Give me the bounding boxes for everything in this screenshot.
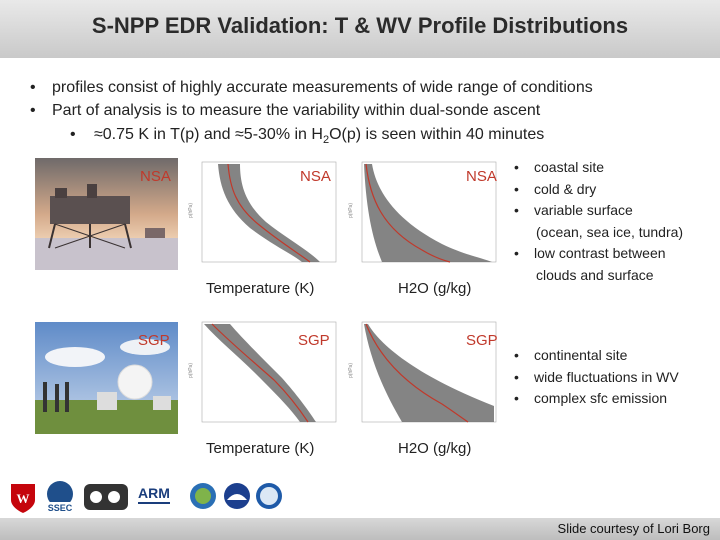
- svg-text:ARM: ARM: [138, 485, 170, 501]
- sub-bullet: • ≈0.75 K in T(p) and ≈5-30% in H2O(p) is…: [70, 126, 544, 146]
- nsa-temperature-plot: p(hPa): [182, 158, 340, 270]
- sub-bullet-text-b: O(p) is seen within 40 minutes: [329, 126, 545, 143]
- nsa-h2o-label: NSA: [466, 168, 497, 185]
- bullet-2: • Part of analysis is to measure the vari…: [30, 102, 540, 120]
- svg-text:p(hPa): p(hPa): [188, 203, 194, 218]
- nsa-note-3-cont: (ocean, sea ice, tundra): [536, 223, 684, 240]
- slide-credit: Slide courtesy of Lori Borg: [557, 521, 710, 536]
- sgp-temperature-plot: p(hPa): [182, 318, 340, 430]
- ipss-logo: [254, 480, 284, 512]
- nsa-note-2: • cold & dry: [514, 180, 597, 197]
- sub-bullet-subscript: 2: [322, 134, 330, 147]
- ssec-logo: SSEC: [40, 480, 80, 513]
- sgp-photo-label: SGP: [138, 332, 170, 349]
- svg-text:p(hPa): p(hPa): [188, 363, 194, 378]
- nsa-note-1: • coastal site: [514, 159, 605, 175]
- bullet-1-text: profiles consist of highly accurate meas…: [52, 79, 593, 96]
- nsa-note-3: • variable surface: [514, 202, 633, 218]
- sgp-h2o-plot: p(hPa): [342, 318, 500, 430]
- nsa-temperature-label: NSA: [300, 168, 331, 185]
- nsa-note-4-cont: clouds and surface: [536, 266, 654, 283]
- cimss-logo: [82, 480, 130, 512]
- nsa-h2o-xlabel: H2O (g/kg): [398, 280, 472, 297]
- sgp-h2o-xlabel: H2O (g/kg): [398, 440, 472, 457]
- nsa-photo-label: NSA: [140, 168, 171, 185]
- sgp-note-1: • continental site: [514, 347, 628, 363]
- sgp-temperature-xlabel: Temperature (K): [206, 440, 315, 457]
- noaa-logo: [222, 480, 252, 512]
- footer-bar: Slide courtesy of Lori Borg: [0, 518, 720, 540]
- bullet-dot-icon: •: [70, 126, 76, 143]
- bullet-dot-icon: •: [30, 79, 36, 96]
- nsa-note-4: • low contrast between: [514, 245, 666, 261]
- sgp-site-photo: [35, 322, 178, 434]
- nsa-notes: • coastal site • cold & dry • variable surf…: [514, 157, 683, 286]
- svg-text:p(hPa): p(hPa): [348, 203, 354, 218]
- bullet-1: • profiles consist of highly accurate mea…: [30, 79, 593, 97]
- nsa-h2o-plot: p(hPa): [342, 158, 500, 270]
- sgp-note-2: • wide fluctuations in WV: [514, 368, 679, 385]
- bullet-dot-icon: •: [30, 102, 36, 119]
- sgp-note-3: • complex sfc emission: [514, 390, 668, 406]
- svg-text:SSEC: SSEC: [48, 503, 73, 512]
- svg-text:p(hPa): p(hPa): [348, 363, 354, 378]
- title-bar: S-NPP EDR Validation: T & WV Profile Dis…: [0, 0, 720, 58]
- sub-bullet-text-a: ≈0.75 K in T(p) and ≈5-30% in H: [94, 126, 323, 143]
- sgp-h2o-label: SGP: [466, 332, 498, 349]
- jpss-logo: [188, 480, 218, 512]
- sgp-temperature-label: SGP: [298, 332, 330, 349]
- slide-title: S-NPP EDR Validation: T & WV Profile Dis…: [91, 13, 629, 38]
- wisconsin-logo: W: [8, 482, 38, 514]
- bullet-2-text: Part of analysis is to measure the varia…: [52, 102, 541, 119]
- nsa-temperature-xlabel: Temperature (K): [206, 280, 315, 297]
- sgp-notes: • continental site • wide fluctuations in …: [514, 345, 679, 410]
- nsa-site-photo: [35, 158, 178, 270]
- arm-logo: ARM: [134, 482, 174, 512]
- svg-text:W: W: [17, 491, 30, 506]
